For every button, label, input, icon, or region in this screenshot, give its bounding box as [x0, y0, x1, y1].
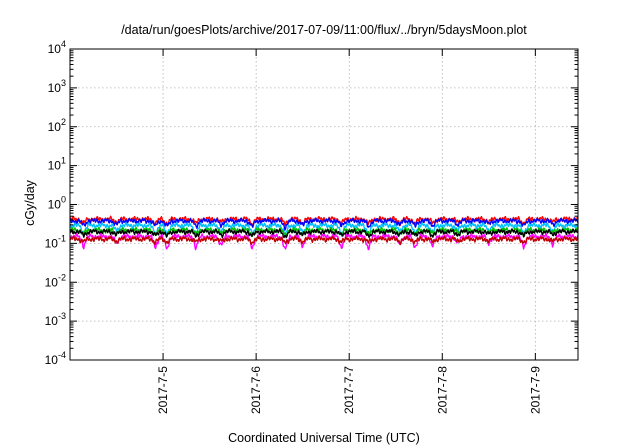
x-axis-label: Coordinated Universal Time (UTC)	[228, 431, 420, 445]
x-tick-label: 2017-7-6	[249, 366, 263, 414]
series-line	[69, 232, 579, 251]
x-tick-label: 2017-7-7	[342, 366, 356, 414]
y-tick-label: 101	[48, 156, 66, 173]
x-axis: 2017-7-5 2017-7-6 2017-7-7 2017-7-8 2017-7-9	[156, 49, 542, 414]
series-line	[69, 235, 579, 246]
chart-title: /data/run/goesPlots/archive/2017-07-09/1…	[121, 23, 527, 37]
y-tick-label: 103	[48, 78, 66, 95]
series-line	[69, 228, 579, 239]
plot-series	[69, 215, 579, 251]
y-tick-label: 10-3	[45, 311, 66, 328]
y-tick-label: 10-2	[45, 272, 66, 289]
y-tick-label: 10-4	[45, 350, 66, 367]
y-tick-label: 100	[48, 195, 66, 212]
x-tick-label: 2017-7-9	[528, 366, 542, 414]
y-tick-label: 10-1	[45, 233, 66, 250]
y-axis-label: cGy/day	[23, 179, 37, 226]
y-tick-label: 104	[48, 39, 66, 56]
plot-grid	[70, 49, 578, 360]
x-tick-label: 2017-7-5	[156, 366, 170, 414]
series-line	[69, 217, 579, 231]
y-tick-label: 102	[48, 117, 66, 134]
x-tick-label: 2017-7-8	[435, 366, 449, 414]
